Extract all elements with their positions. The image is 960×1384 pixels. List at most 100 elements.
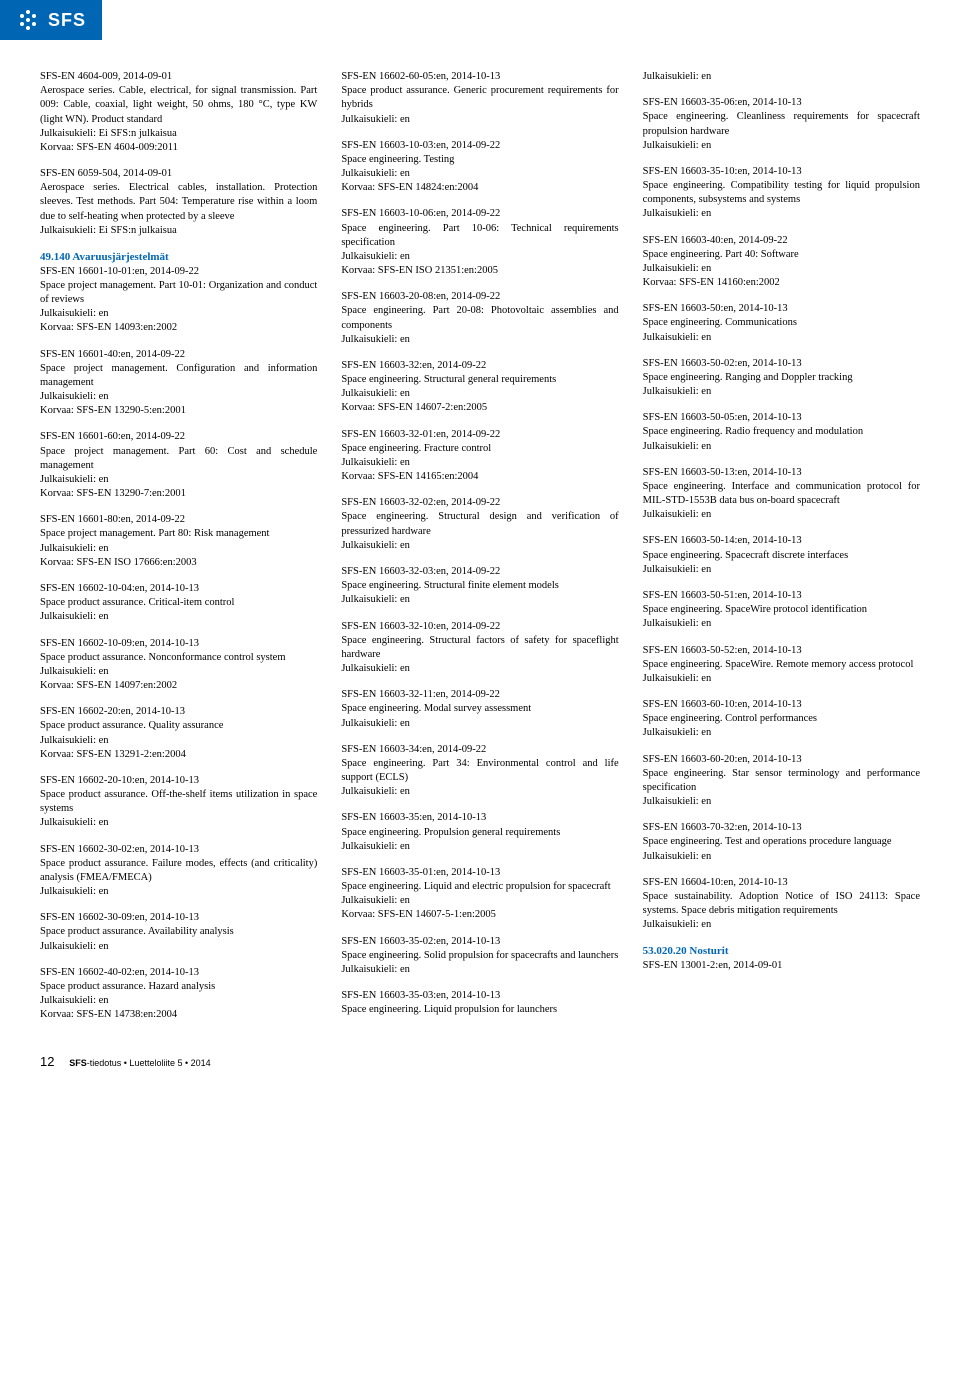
entry-line: Julkaisukieli: en bbox=[341, 662, 618, 676]
entry-line: Julkaisukieli: en bbox=[643, 331, 920, 345]
standard-entry: SFS-EN 16603-35-01:en, 2014-10-13Space e… bbox=[341, 866, 618, 923]
entry-line: Julkaisukieli: en bbox=[40, 734, 317, 748]
standard-entry: SFS-EN 16603-60-20:en, 2014-10-13Space e… bbox=[643, 753, 920, 810]
standard-entry: 53.020.20 NosturitSFS-EN 13001-2:en, 201… bbox=[643, 944, 920, 973]
entry-line: SFS-EN 16603-10-03:en, 2014-09-22 bbox=[341, 139, 618, 153]
standard-entry: SFS-EN 16603-34:en, 2014-09-22Space engi… bbox=[341, 743, 618, 800]
entry-line: SFS-EN 16602-60-05:en, 2014-10-13 bbox=[341, 70, 618, 84]
logo-text: SFS bbox=[48, 10, 86, 31]
standard-entry: SFS-EN 16602-60-05:en, 2014-10-13Space p… bbox=[341, 70, 618, 127]
entry-line: SFS-EN 16601-80:en, 2014-09-22 bbox=[40, 513, 317, 527]
entry-line: Julkaisukieli: en bbox=[643, 440, 920, 454]
entry-line: Space engineering. SpaceWire. Remote mem… bbox=[643, 658, 920, 672]
standard-entry: SFS-EN 16602-10-09:en, 2014-10-13Space p… bbox=[40, 637, 317, 694]
entry-line: Space engineering. Propulsion general re… bbox=[341, 826, 618, 840]
logo-header: SFS bbox=[0, 0, 102, 40]
entry-line: Space product assurance. Hazard analysis bbox=[40, 980, 317, 994]
entry-line: Julkaisukieli: en bbox=[341, 593, 618, 607]
standard-entry: SFS-EN 16603-50-14:en, 2014-10-13Space e… bbox=[643, 534, 920, 577]
standard-entry: SFS-EN 16602-30-02:en, 2014-10-13Space p… bbox=[40, 843, 317, 900]
entry-line: Julkaisukieli: en bbox=[40, 610, 317, 624]
entry-line: Julkaisukieli: Ei SFS:n julkaisua bbox=[40, 224, 317, 238]
entry-line: SFS-EN 16603-32-01:en, 2014-09-22 bbox=[341, 428, 618, 442]
entry-line: Korvaa: SFS-EN 14607-5-1:en:2005 bbox=[341, 908, 618, 922]
section-heading: 49.140 Avaruusjärjestelmät bbox=[40, 250, 317, 265]
standard-entry: SFS-EN 6059-504, 2014-09-01Aerospace ser… bbox=[40, 167, 317, 238]
entry-line: Julkaisukieli: en bbox=[40, 816, 317, 830]
entry-line: SFS-EN 16603-50-13:en, 2014-10-13 bbox=[643, 466, 920, 480]
entry-line: Space engineering. Star sensor terminolo… bbox=[643, 767, 920, 795]
entry-line: Space project management. Part 10-01: Or… bbox=[40, 279, 317, 307]
entry-line: SFS-EN 16602-10-09:en, 2014-10-13 bbox=[40, 637, 317, 651]
entry-line: SFS-EN 16601-40:en, 2014-09-22 bbox=[40, 348, 317, 362]
standard-entry: SFS-EN 16601-80:en, 2014-09-22Space proj… bbox=[40, 513, 317, 570]
column-2: SFS-EN 16602-60-05:en, 2014-10-13Space p… bbox=[341, 70, 618, 1034]
entry-line: SFS-EN 16602-20-10:en, 2014-10-13 bbox=[40, 774, 317, 788]
standard-entry: SFS-EN 16603-32-10:en, 2014-09-22Space e… bbox=[341, 620, 618, 677]
entry-line: SFS-EN 16603-40:en, 2014-09-22 bbox=[643, 234, 920, 248]
entry-line: Julkaisukieli: en bbox=[341, 717, 618, 731]
entry-line: SFS-EN 16603-35-10:en, 2014-10-13 bbox=[643, 165, 920, 179]
entry-line: Korvaa: SFS-EN 4604-009:2011 bbox=[40, 141, 317, 155]
standard-entry: SFS-EN 4604-009, 2014-09-01Aerospace ser… bbox=[40, 70, 317, 155]
entry-line: Julkaisukieli: en bbox=[40, 390, 317, 404]
entry-line: Julkaisukieli: en bbox=[341, 539, 618, 553]
entry-line: Space engineering. Testing bbox=[341, 153, 618, 167]
entry-line: SFS-EN 16601-10-01:en, 2014-09-22 bbox=[40, 265, 317, 279]
entry-line: Space engineering. Part 40: Software bbox=[643, 248, 920, 262]
entry-line: Julkaisukieli: en bbox=[341, 113, 618, 127]
column-3: Julkaisukieli: en SFS-EN 16603-35-06:en, … bbox=[643, 70, 920, 1034]
entry-line: SFS-EN 16601-60:en, 2014-09-22 bbox=[40, 430, 317, 444]
entry-line: Space engineering. Structural general re… bbox=[341, 373, 618, 387]
entry-line: Korvaa: SFS-EN 14093:en:2002 bbox=[40, 321, 317, 335]
standard-entry: SFS-EN 16601-60:en, 2014-09-22Space proj… bbox=[40, 430, 317, 501]
entry-line: Space engineering. Fracture control bbox=[341, 442, 618, 456]
column-1: SFS-EN 4604-009, 2014-09-01Aerospace ser… bbox=[40, 70, 317, 1034]
entry-line: Space engineering. Control performances bbox=[643, 712, 920, 726]
entry-line: Julkaisukieli: en bbox=[643, 726, 920, 740]
entry-line: SFS-EN 16603-32-03:en, 2014-09-22 bbox=[341, 565, 618, 579]
entry-line: Julkaisukieli: en bbox=[341, 963, 618, 977]
entry-line: SFS-EN 16603-35-01:en, 2014-10-13 bbox=[341, 866, 618, 880]
entry-line: Space engineering. Spacecraft discrete i… bbox=[643, 549, 920, 563]
standard-entry: SFS-EN 16604-10:en, 2014-10-13Space sust… bbox=[643, 876, 920, 933]
entry-line: Julkaisukieli: en bbox=[643, 850, 920, 864]
entry-line: Space project management. Part 80: Risk … bbox=[40, 527, 317, 541]
entry-line: Space engineering. Structural finite ele… bbox=[341, 579, 618, 593]
entry-line: Julkaisukieli: en bbox=[341, 250, 618, 264]
standard-entry: SFS-EN 16602-40-02:en, 2014-10-13Space p… bbox=[40, 966, 317, 1023]
standard-entry: SFS-EN 16602-30-09:en, 2014-10-13Space p… bbox=[40, 911, 317, 954]
entry-line: Julkaisukieli: en bbox=[40, 665, 317, 679]
standard-entry: SFS-EN 16603-50-05:en, 2014-10-13Space e… bbox=[643, 411, 920, 454]
entry-line: Space product assurance. Generic procure… bbox=[341, 84, 618, 112]
standard-entry: SFS-EN 16603-35:en, 2014-10-13Space engi… bbox=[341, 811, 618, 854]
entry-line: SFS-EN 16604-10:en, 2014-10-13 bbox=[643, 876, 920, 890]
entry-line: Korvaa: SFS-EN 13290-7:en:2001 bbox=[40, 487, 317, 501]
entry-line: Space engineering. Interface and communi… bbox=[643, 480, 920, 508]
entry-line: Space product assurance. Failure modes, … bbox=[40, 857, 317, 885]
entry-line: Space engineering. Structural factors of… bbox=[341, 634, 618, 662]
entry-line: Julkaisukieli: en bbox=[643, 139, 920, 153]
standard-entry: SFS-EN 16603-32-02:en, 2014-09-22Space e… bbox=[341, 496, 618, 553]
footer-text: SFS-tiedotus • Luetteloliite 5 • 2014 bbox=[69, 1058, 210, 1068]
entry-line: Space project management. Configuration … bbox=[40, 362, 317, 390]
entry-line: Korvaa: SFS-EN 14165:en:2004 bbox=[341, 470, 618, 484]
entry-line: SFS-EN 6059-504, 2014-09-01 bbox=[40, 167, 317, 181]
entry-line: Korvaa: SFS-EN 14824:en:2004 bbox=[341, 181, 618, 195]
entry-line: Julkaisukieli: en bbox=[341, 333, 618, 347]
entry-line: Julkaisukieli: en bbox=[341, 387, 618, 401]
footer: 12 SFS-tiedotus • Luetteloliite 5 • 2014 bbox=[0, 1034, 960, 1079]
standard-entry: SFS-EN 16603-32-01:en, 2014-09-22Space e… bbox=[341, 428, 618, 485]
entry-line: Space product assurance. Critical-item c… bbox=[40, 596, 317, 610]
entry-line: SFS-EN 16603-35-06:en, 2014-10-13 bbox=[643, 96, 920, 110]
standard-entry: SFS-EN 16603-32-11:en, 2014-09-22Space e… bbox=[341, 688, 618, 731]
standard-entry: SFS-EN 16603-40:en, 2014-09-22Space engi… bbox=[643, 234, 920, 291]
entry-line: SFS-EN 16603-34:en, 2014-09-22 bbox=[341, 743, 618, 757]
entry-line: SFS-EN 16602-40-02:en, 2014-10-13 bbox=[40, 966, 317, 980]
entry-line: Julkaisukieli: en bbox=[40, 542, 317, 556]
standard-entry: SFS-EN 16603-32:en, 2014-09-22Space engi… bbox=[341, 359, 618, 416]
entry-line: Julkaisukieli: en bbox=[643, 563, 920, 577]
entry-line: Korvaa: SFS-EN 13290-5:en:2001 bbox=[40, 404, 317, 418]
entry-line: Space engineering. Part 20-08: Photovolt… bbox=[341, 304, 618, 332]
entry-line: SFS-EN 4604-009, 2014-09-01 bbox=[40, 70, 317, 84]
